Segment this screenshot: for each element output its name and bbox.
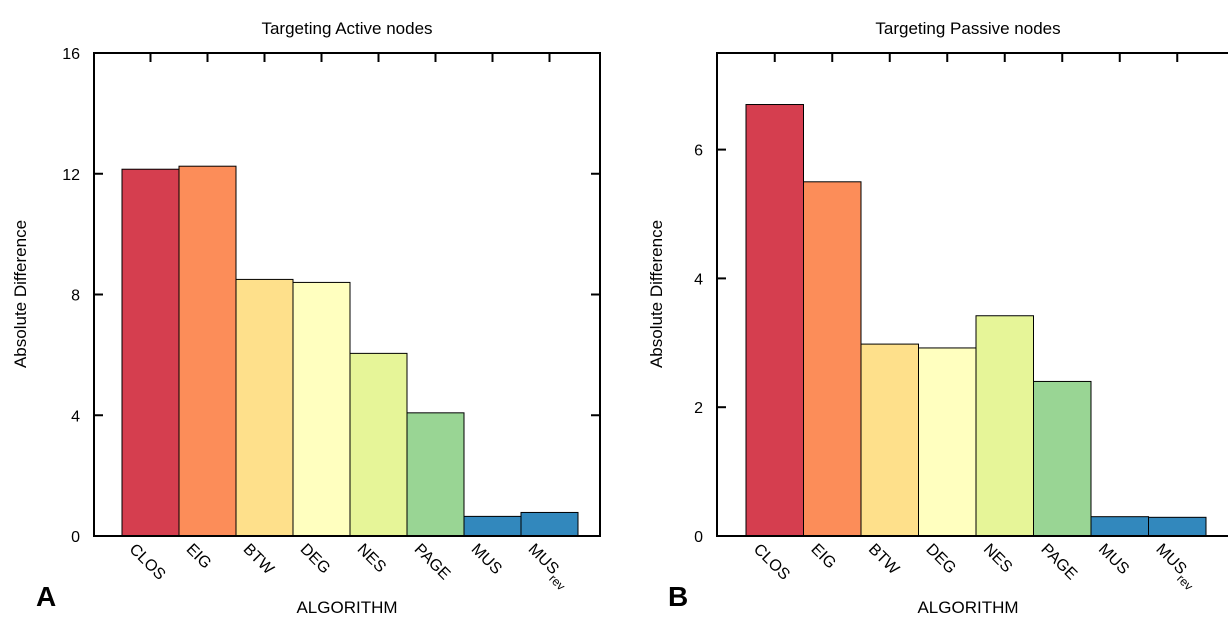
- panel-a-letter: A: [36, 581, 56, 612]
- panel-b-xtick-label-3: BTW: [865, 541, 903, 579]
- panel-b-xtick-label-4: DEG: [922, 541, 959, 578]
- panel-b-xtick-labels: CLOS EIG BTW DEG NES PAGE MUS MUSrev: [750, 541, 1201, 593]
- panel-a-ticks: [94, 52, 600, 537]
- panel-a-ytick-label-4: 12: [62, 167, 80, 184]
- panel-b-bar-8: [1148, 516, 1207, 537]
- panel-b-ytick-label-1: 0: [694, 529, 703, 546]
- panel-a-ytick-labels: 0 4 8 12 16: [62, 46, 80, 546]
- panel-a-ytick-label-5: 16: [62, 46, 80, 63]
- panel-b-bar-2: [803, 181, 862, 537]
- panel-a-title: Targeting Active nodes: [261, 19, 432, 38]
- panel-a-xtick-label-7: MUS: [468, 541, 505, 578]
- panel-b-ytick-label-3: 4: [694, 271, 703, 288]
- panel-b-ytick-label-2: 2: [694, 400, 703, 417]
- panel-b-title: Targeting Passive nodes: [875, 19, 1060, 38]
- panel-a-ytick-label-2: 4: [71, 408, 80, 425]
- panel-a-xlabel: ALGORITHM: [296, 598, 397, 617]
- panel-a-xtick-label-1: CLOS: [126, 541, 169, 584]
- panel-a-bar-3: [235, 278, 294, 537]
- panel-a-xtick-label-4: DEG: [297, 541, 334, 578]
- panel-a-ylabel: Absolute Difference: [11, 220, 30, 368]
- panel-a-bar-1: [121, 168, 180, 537]
- panel-b-xtick-label-6: PAGE: [1037, 541, 1080, 584]
- panel-a: Targeting Active nodes Absolute Differen…: [11, 19, 601, 617]
- panel-b-ylabel: Absolute Difference: [647, 220, 666, 368]
- panel-a-bars: [121, 165, 579, 537]
- panel-b-xtick-label-2: EIG: [807, 541, 839, 573]
- panel-b-xtick-label-8: MUSrev: [1149, 541, 1201, 593]
- panel-a-xtick-label-3: BTW: [240, 541, 278, 579]
- panel-a-xtick-label-6: PAGE: [411, 541, 454, 584]
- panel-b: Targeting Passive nodes Absolute Differe…: [647, 19, 1228, 617]
- panel-b-xtick-label-1: CLOS: [750, 541, 793, 584]
- panel-a-xtick-label-2: EIG: [183, 541, 215, 573]
- panel-b-bar-3: [860, 343, 919, 537]
- panel-a-ytick-label-3: 8: [71, 288, 80, 305]
- panel-a-bar-6: [406, 412, 465, 537]
- panel-b-xtick-label-5: NES: [980, 541, 1015, 576]
- panel-b-xlabel: ALGORITHM: [917, 598, 1018, 617]
- panel-a-bar-4: [292, 281, 351, 537]
- panel-a-bar-8: [520, 511, 579, 537]
- panel-b-ytick-label-4: 6: [694, 143, 703, 160]
- panel-b-ytick-labels: 0 2 4 6: [694, 143, 703, 546]
- panel-b-frame: [716, 52, 1228, 537]
- panel-a-xtick-labels: CLOS EIG BTW DEG NES PAGE MUS MUSrev: [126, 541, 574, 593]
- panel-a-ytick-label-1: 0: [71, 529, 80, 546]
- panel-b-bar-5: [975, 315, 1034, 537]
- panel-b-xtick-label-7: MUS: [1095, 541, 1132, 578]
- panel-b-bar-4: [918, 347, 977, 537]
- panel-b-bar-1: [745, 104, 804, 537]
- panel-b-bar-7: [1090, 516, 1149, 537]
- panel-b-bar-6: [1033, 380, 1092, 537]
- panel-a-xtick-label-8: MUSrev: [521, 541, 573, 593]
- panel-a-xtick-label-5: NES: [354, 541, 389, 576]
- panel-a-bar-2: [178, 165, 237, 537]
- panel-b-letter: B: [668, 581, 688, 612]
- panel-a-bar-5: [349, 352, 408, 537]
- panel-a-bar-7: [463, 515, 522, 537]
- panel-b-ticks: [717, 53, 1179, 537]
- panel-b-bars: [745, 104, 1207, 537]
